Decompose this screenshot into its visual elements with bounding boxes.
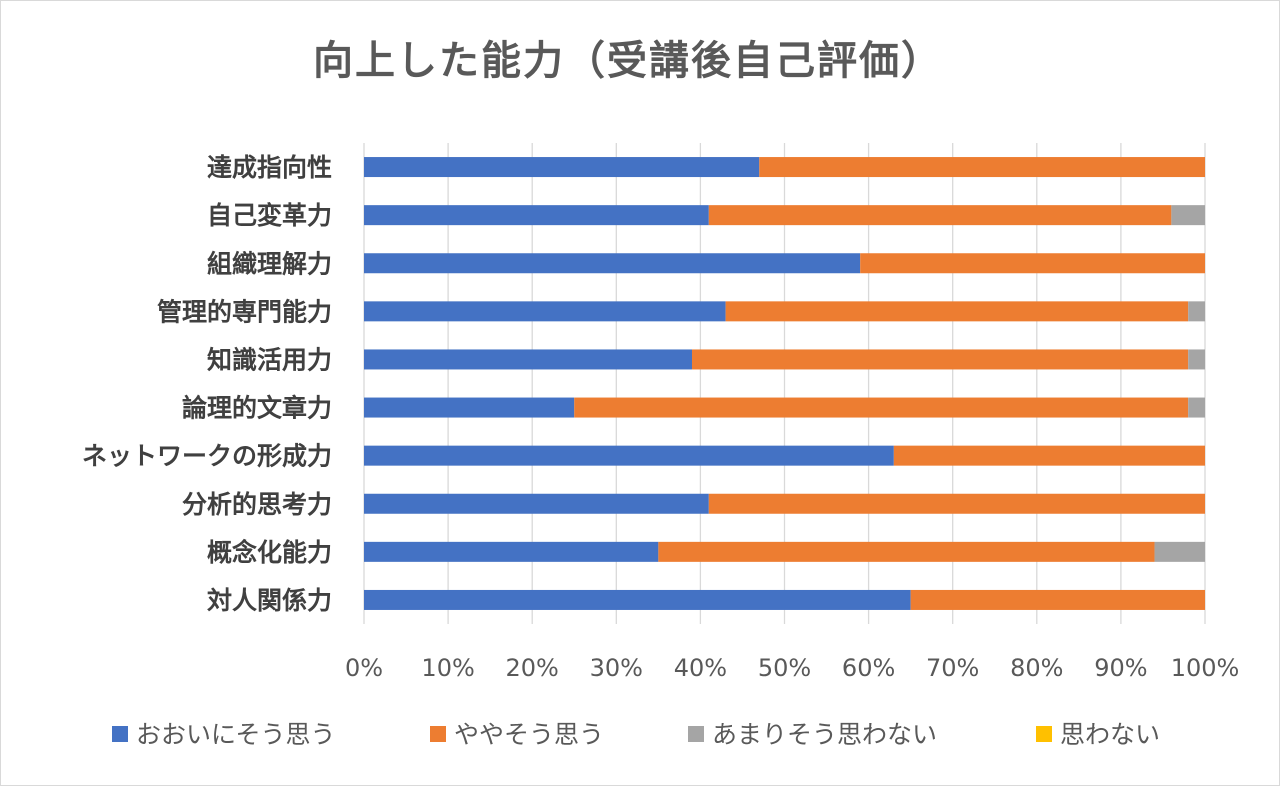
category-label: 組織理解力: [207, 249, 332, 278]
bar-segment: [893, 445, 1205, 466]
category-label: 分析的思考力: [182, 490, 332, 519]
bar-segment: [1154, 541, 1205, 562]
x-tick-label: 70%: [926, 654, 979, 682]
category-label: 自己変革力: [207, 201, 332, 230]
bar-segment: [658, 541, 1155, 562]
chart-title: 向上した能力（受講後自己評価）: [313, 38, 943, 84]
x-tick-label: 80%: [1010, 654, 1063, 682]
legend-label: 思わない: [1060, 720, 1160, 749]
bar-segment: [1188, 397, 1205, 418]
bar-segment: [364, 541, 659, 562]
bar-segment: [364, 349, 692, 370]
legend-item: 思わない: [1036, 720, 1160, 749]
bar-segment: [1171, 205, 1205, 226]
legend-label: ややそう思う: [454, 720, 604, 749]
legend-label: あまりそう思わない: [712, 720, 937, 749]
bar-segment: [364, 589, 911, 610]
bar-segment: [910, 589, 1205, 610]
legend-label: おおいにそう思う: [136, 720, 336, 749]
category-labels: 達成指向性自己変革力組織理解力管理的専門能力知識活用力論理的文章力ネットワークの…: [82, 153, 332, 615]
bar-segment: [725, 301, 1189, 322]
bar-segment: [860, 253, 1205, 274]
bar-segment: [759, 157, 1205, 178]
category-label: 論理的文章力: [182, 394, 332, 423]
x-tick-label: 30%: [590, 654, 643, 682]
x-tick-label: 100%: [1171, 654, 1240, 682]
legend: おおいにそう思う ややそう思う あまりそう思わない 思わない: [112, 720, 1160, 749]
bar-segment: [364, 397, 575, 418]
bar-segment: [708, 205, 1172, 226]
x-tick-label: 0%: [345, 654, 383, 682]
bar-segment: [574, 397, 1189, 418]
legend-swatch: [688, 726, 704, 742]
category-label: ネットワークの形成力: [82, 442, 332, 471]
x-tick-label: 50%: [758, 654, 811, 682]
legend-swatch: [1036, 726, 1052, 742]
bar-segment: [708, 493, 1205, 514]
category-label: 概念化能力: [207, 538, 332, 567]
bar-segment: [364, 493, 709, 514]
category-label: 知識活用力: [207, 345, 332, 374]
bars: [364, 157, 1205, 610]
bar-segment: [1188, 349, 1205, 370]
legend-swatch: [430, 726, 446, 742]
category-label: 達成指向性: [207, 153, 332, 182]
x-tick-label: 90%: [1094, 654, 1147, 682]
bar-segment: [364, 205, 709, 226]
bar-segment: [1188, 301, 1205, 322]
category-label: 対人関係力: [207, 586, 332, 615]
bar-segment: [364, 445, 894, 466]
bar-segment: [364, 301, 726, 322]
x-tick-label: 20%: [506, 654, 559, 682]
x-tick-labels: 0% 10% 20% 30% 40% 50% 60% 70% 80% 90% 100%: [345, 654, 1239, 682]
category-label: 管理的専門能力: [157, 297, 332, 326]
bar-segment: [364, 253, 861, 274]
bar-segment: [364, 157, 760, 178]
x-tick-label: 60%: [842, 654, 895, 682]
legend-item: ややそう思う: [430, 720, 604, 749]
legend-item: おおいにそう思う: [112, 720, 336, 749]
x-tick-label: 10%: [421, 654, 474, 682]
legend-item: あまりそう思わない: [688, 720, 937, 749]
x-tick-label: 40%: [674, 654, 727, 682]
bar-segment: [691, 349, 1189, 370]
legend-swatch: [112, 726, 128, 742]
